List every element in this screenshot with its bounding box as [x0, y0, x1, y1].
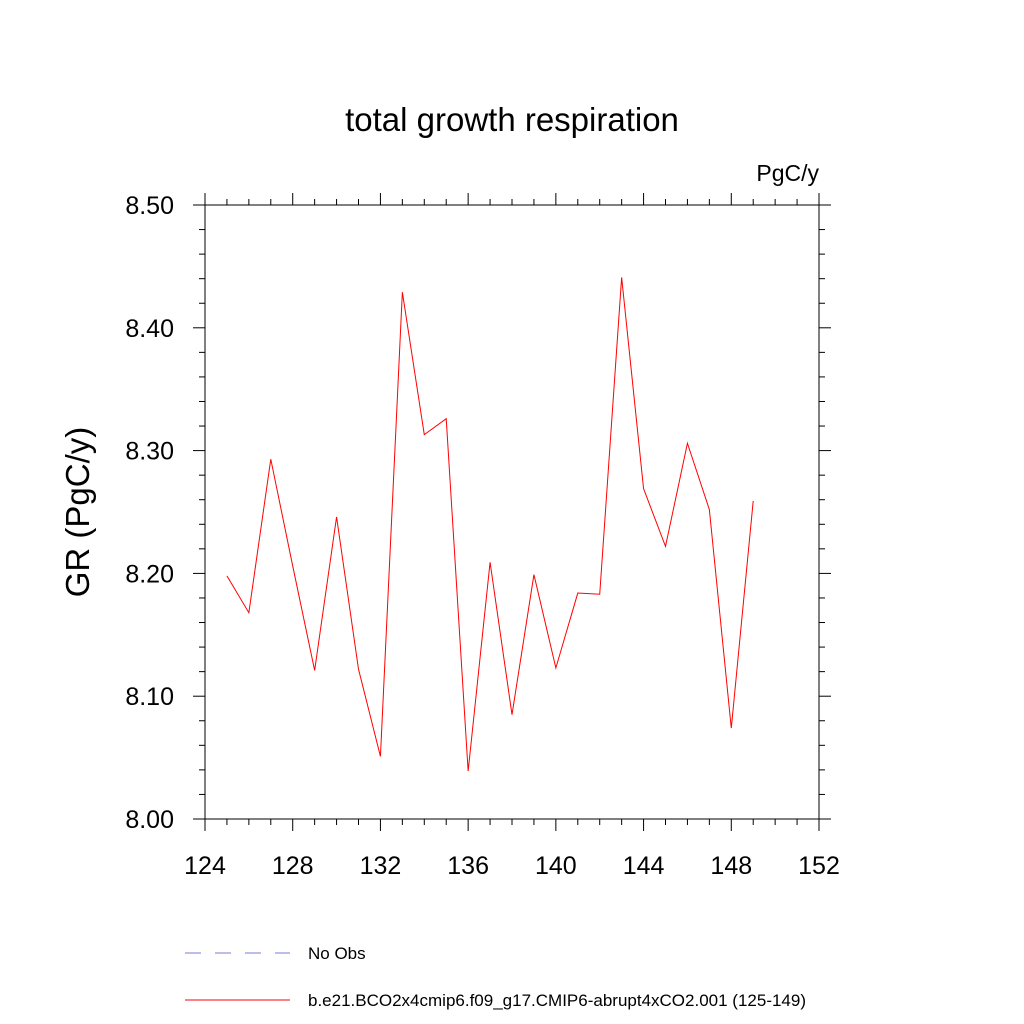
- axis-tick-labels: 124 128 132 136 140 144 148 152 8.00 8.10 8.20 8.30…: [125, 192, 840, 880]
- series-line: [226, 277, 754, 772]
- chart-title: total growth respiration: [345, 101, 679, 138]
- units-label: PgC/y: [756, 160, 819, 186]
- y-tick-label: 8.10: [125, 683, 174, 711]
- series-lines: [226, 277, 754, 772]
- x-tick-label: 152: [798, 852, 840, 880]
- legend: No Obs b.e21.BCO2x4cmip6.f09_g17.CMIP6-ab…: [185, 944, 806, 1010]
- y-tick-label: 8.30: [125, 438, 174, 466]
- y-tick-label: 8.40: [125, 315, 174, 343]
- plot-frame: [204, 204, 820, 820]
- legend-label: No Obs: [308, 944, 366, 963]
- y-tick-label: 8.20: [125, 560, 174, 588]
- y-axis-title: GR (PgC/y): [59, 427, 96, 598]
- x-tick-label: 144: [623, 852, 665, 880]
- axis-ticks: [193, 193, 831, 831]
- x-tick-label: 140: [535, 852, 577, 880]
- legend-label: b.e21.BCO2x4cmip6.f09_g17.CMIP6-abrupt4x…: [308, 991, 806, 1010]
- x-tick-label: 136: [447, 852, 489, 880]
- y-tick-label: 8.50: [125, 192, 174, 220]
- x-tick-label: 132: [360, 852, 402, 880]
- x-tick-label: 128: [272, 852, 314, 880]
- x-tick-label: 124: [184, 852, 226, 880]
- y-tick-label: 8.00: [125, 806, 174, 834]
- x-tick-label: 148: [710, 852, 752, 880]
